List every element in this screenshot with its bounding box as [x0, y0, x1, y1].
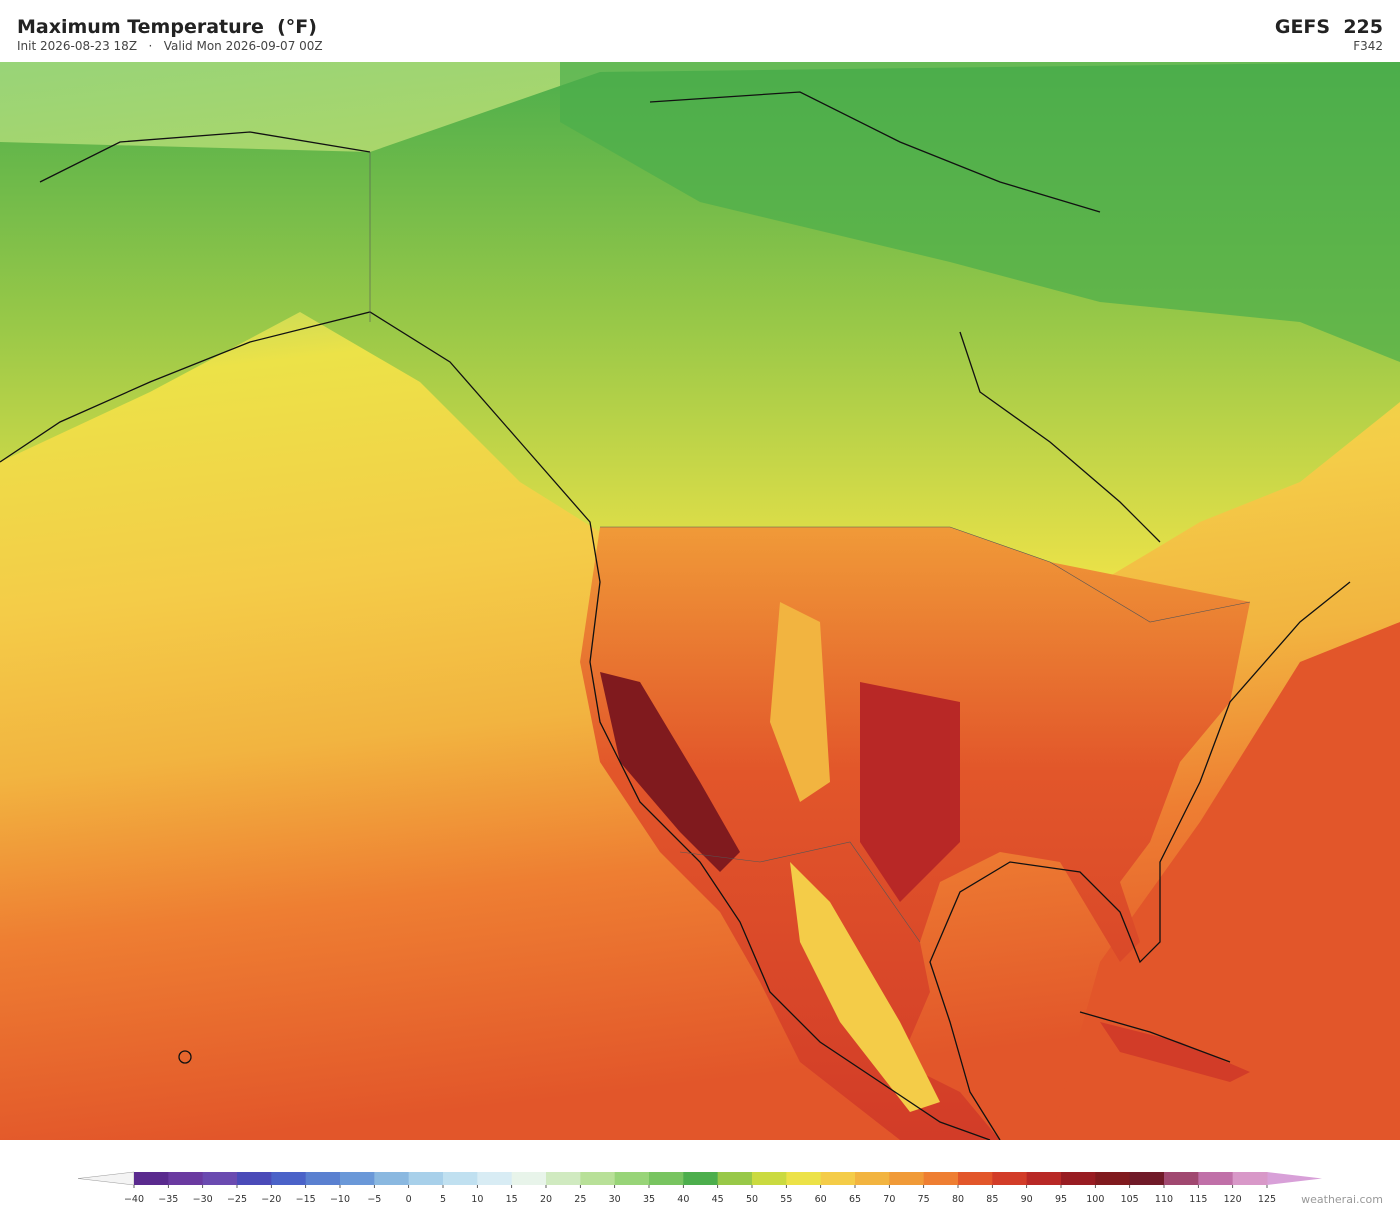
colorbar-under — [77, 1171, 135, 1186]
colorbar-segment — [717, 1172, 753, 1185]
tick-label: 110 — [1155, 1194, 1173, 1205]
tick-label: 30 — [609, 1194, 621, 1205]
credit: weatherai.com — [1301, 1193, 1383, 1206]
tick-label: −35 — [158, 1194, 178, 1205]
borders — [369, 152, 1251, 943]
tick-label: 55 — [780, 1194, 792, 1205]
colorbar-segment — [683, 1172, 719, 1185]
colorbar-segment — [511, 1172, 547, 1185]
tick-label: 65 — [849, 1194, 861, 1205]
desert-southwest-field — [600, 672, 740, 872]
cuba-field — [1100, 1022, 1250, 1082]
colorbar-segment — [443, 1172, 478, 1185]
coastlines — [0, 91, 1351, 1140]
atlantic-field — [1050, 622, 1400, 1140]
tick-label: −5 — [367, 1194, 381, 1205]
colorbar-segment — [580, 1172, 616, 1185]
colorbar-segment — [958, 1172, 993, 1185]
colorbar-segment — [1026, 1172, 1062, 1185]
colorbar-segment — [614, 1172, 650, 1185]
tick-label: 60 — [815, 1194, 827, 1205]
colorbar-segment — [271, 1172, 307, 1185]
colorbar-over — [1267, 1172, 1322, 1185]
tick-label: 90 — [1021, 1194, 1033, 1205]
tick-label: −30 — [193, 1194, 213, 1205]
forecast-hour: F342 — [1353, 39, 1383, 53]
tick-label: −10 — [330, 1194, 350, 1205]
tick-label: 120 — [1224, 1194, 1242, 1205]
tick-label: 115 — [1189, 1194, 1207, 1205]
tick-label: 95 — [1055, 1194, 1067, 1205]
tick-label: 25 — [574, 1194, 586, 1205]
colorbar-segment — [1095, 1172, 1131, 1185]
colorbar-segment — [786, 1172, 822, 1185]
colorbar-segment — [649, 1172, 684, 1185]
colorbar-segment — [134, 1172, 169, 1185]
colorbar-segment — [546, 1172, 581, 1185]
tick-label: 0 — [406, 1194, 412, 1205]
tick-label: −20 — [261, 1194, 281, 1205]
colorbar: −40 −35 −30 −25 −20 −15 −10 −5 0 5 10 15 20 25 30 35 40 4… — [77, 1171, 1322, 1205]
tick-label: 100 — [1086, 1194, 1104, 1205]
southern-plains-field — [860, 682, 960, 902]
colorbar-segment — [374, 1172, 410, 1185]
colorbar-segment — [340, 1172, 375, 1185]
colorbar-segment — [1061, 1172, 1096, 1185]
tick-label: 10 — [471, 1194, 483, 1205]
arctic-field — [560, 62, 1400, 362]
tick-label: −15 — [296, 1194, 316, 1205]
colorbar-segment — [820, 1172, 856, 1185]
tick-label: 35 — [643, 1194, 655, 1205]
colorbar-segment — [408, 1172, 444, 1185]
tick-label: 5 — [440, 1194, 446, 1205]
tick-label: 70 — [883, 1194, 895, 1205]
tick-label: 15 — [506, 1194, 518, 1205]
colorbar-segment — [237, 1172, 272, 1185]
colorbar-segment — [889, 1172, 925, 1185]
tick-label: 125 — [1258, 1194, 1276, 1205]
tick-label: 45 — [712, 1194, 724, 1205]
colorbar-segment — [1198, 1172, 1234, 1185]
subtitle: Init 2026-08-23 18Z · Valid Mon 2026-09-… — [17, 39, 323, 53]
tick-label: 50 — [746, 1194, 758, 1205]
sierra-madre-field — [790, 862, 940, 1112]
colorbar-segment — [923, 1172, 959, 1185]
rockies-field — [770, 602, 830, 802]
tick-label: 85 — [986, 1194, 998, 1205]
colorbar-segment — [168, 1172, 204, 1185]
title: Maximum Temperature (°F) — [17, 16, 317, 38]
model-label: GEFS 225 — [1274, 16, 1383, 38]
colorbar-segment — [202, 1172, 238, 1185]
tick-label: 40 — [677, 1194, 689, 1205]
colorbar-segment — [992, 1172, 1028, 1185]
colorbar-segment — [477, 1172, 513, 1185]
tick-label: −40 — [124, 1194, 144, 1205]
colorbar-segment — [1129, 1172, 1165, 1185]
tick-label: 80 — [952, 1194, 964, 1205]
colorbar-segment — [855, 1172, 890, 1185]
colorbar-segment — [305, 1172, 341, 1185]
map — [0, 62, 1400, 1140]
colorbar-segment — [752, 1172, 787, 1185]
colorbar-segment — [1164, 1172, 1199, 1185]
tick-label: 105 — [1121, 1194, 1139, 1205]
tick-label: −25 — [227, 1194, 247, 1205]
colorbar-segment — [1232, 1172, 1268, 1185]
tick-label: 75 — [918, 1194, 930, 1205]
tick-label: 20 — [540, 1194, 552, 1205]
